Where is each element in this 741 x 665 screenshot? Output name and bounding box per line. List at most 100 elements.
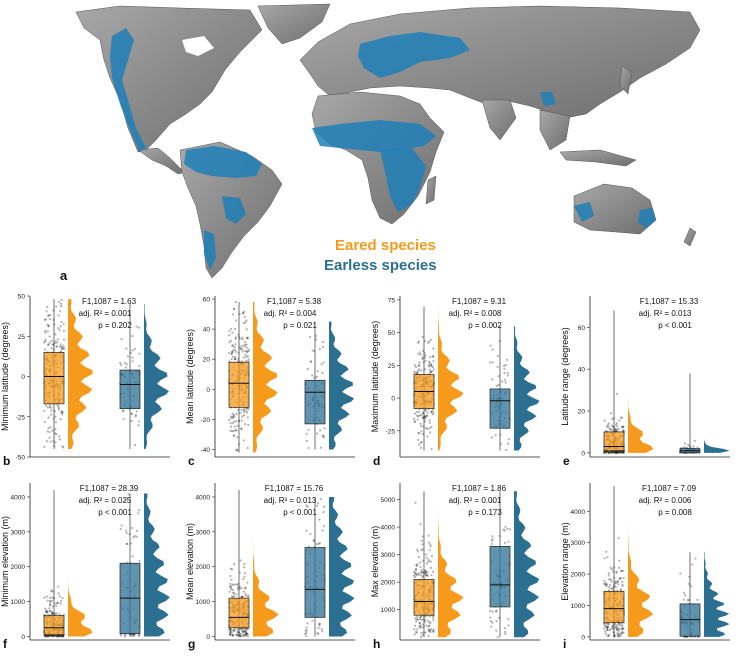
data-point: [231, 634, 235, 638]
data-point: [61, 411, 64, 415]
data-point: [621, 580, 624, 583]
data-point: [241, 595, 244, 598]
data-point: [135, 529, 139, 532]
data-point: [418, 621, 421, 624]
data-point: [608, 428, 611, 431]
data-point: [504, 381, 507, 384]
data-point: [414, 567, 418, 571]
data-point: [304, 629, 307, 632]
data-point: [504, 632, 507, 635]
data-point: [413, 371, 417, 374]
land-eurasia: [299, 5, 701, 119]
data-point: [233, 308, 236, 311]
data-point: [427, 558, 430, 562]
data-point: [614, 451, 617, 454]
data-point: [233, 358, 236, 361]
data-point: [62, 634, 65, 637]
data-point: [614, 451, 617, 454]
data-point: [312, 540, 316, 543]
data-point: [614, 450, 617, 454]
data-point: [693, 439, 696, 442]
data-point: [418, 410, 421, 414]
data-point: [610, 450, 613, 453]
data-point: [239, 559, 242, 562]
data-point: [616, 451, 619, 454]
data-point: [490, 539, 494, 542]
data-point: [241, 627, 244, 630]
box: [489, 546, 511, 608]
data-point: [243, 408, 246, 411]
data-point: [611, 451, 614, 454]
data-point: [602, 582, 606, 585]
data-point: [604, 451, 607, 454]
data-point: [61, 445, 64, 448]
y-tick-label: -40: [201, 447, 211, 454]
data-point: [228, 590, 231, 593]
data-point: [321, 529, 324, 532]
data-point: [247, 594, 250, 597]
data-point: [617, 634, 620, 637]
data-point: [245, 632, 248, 635]
data-point: [618, 450, 621, 454]
data-point: [234, 336, 238, 339]
data-point: [424, 631, 427, 634]
data-point: [416, 548, 419, 551]
data-point: [420, 539, 424, 542]
data-point: [427, 625, 430, 628]
box: [228, 361, 250, 408]
data-point: [46, 330, 49, 333]
data-point: [62, 323, 65, 326]
data-point: [137, 420, 141, 423]
data-point: [137, 326, 141, 329]
data-point: [240, 595, 243, 599]
data-point: [44, 634, 47, 637]
data-point: [621, 426, 624, 429]
data-point: [48, 403, 52, 406]
data-point: [241, 347, 244, 350]
data-point: [615, 429, 618, 433]
data-point: [611, 624, 614, 628]
data-point: [46, 635, 49, 638]
y-tick-label: 4000: [571, 509, 586, 516]
data-point: [603, 451, 606, 454]
data-point: [51, 343, 55, 346]
data-point: [232, 307, 236, 310]
data-point: [683, 442, 687, 445]
data-point: [607, 451, 610, 454]
data-point: [428, 629, 431, 633]
stat-line: adj. R² = 0.001: [79, 309, 132, 318]
data-point: [56, 601, 59, 605]
data-point: [54, 421, 58, 424]
data-point: [244, 321, 247, 324]
data-point: [57, 585, 60, 588]
data-point: [421, 411, 424, 415]
data-point: [232, 415, 236, 419]
panel-label: b: [3, 454, 10, 468]
data-point: [60, 635, 63, 638]
data-point: [616, 451, 619, 454]
data-point: [420, 369, 423, 372]
data-point: [494, 610, 498, 613]
stat-line: F1,1087 = 7.09: [642, 484, 697, 493]
data-point: [315, 504, 319, 507]
data-point: [617, 627, 620, 630]
data-point: [134, 413, 138, 417]
data-point: [427, 629, 431, 632]
data-point: [46, 323, 49, 326]
data-point: [234, 300, 237, 304]
y-tick-label: 2000: [381, 580, 396, 587]
legend-earless-species: Earless species: [324, 257, 437, 274]
data-point: [228, 585, 232, 588]
data-point: [60, 298, 63, 301]
data-point: [414, 568, 418, 571]
eared-series: [602, 310, 654, 454]
data-point: [431, 413, 434, 416]
data-point: [230, 588, 233, 591]
data-point: [234, 327, 237, 331]
data-point: [622, 429, 625, 432]
data-point: [57, 300, 61, 303]
data-point: [125, 529, 128, 532]
stat-line: p < 0.001: [658, 321, 692, 330]
data-point: [241, 338, 244, 341]
data-point: [616, 451, 619, 454]
